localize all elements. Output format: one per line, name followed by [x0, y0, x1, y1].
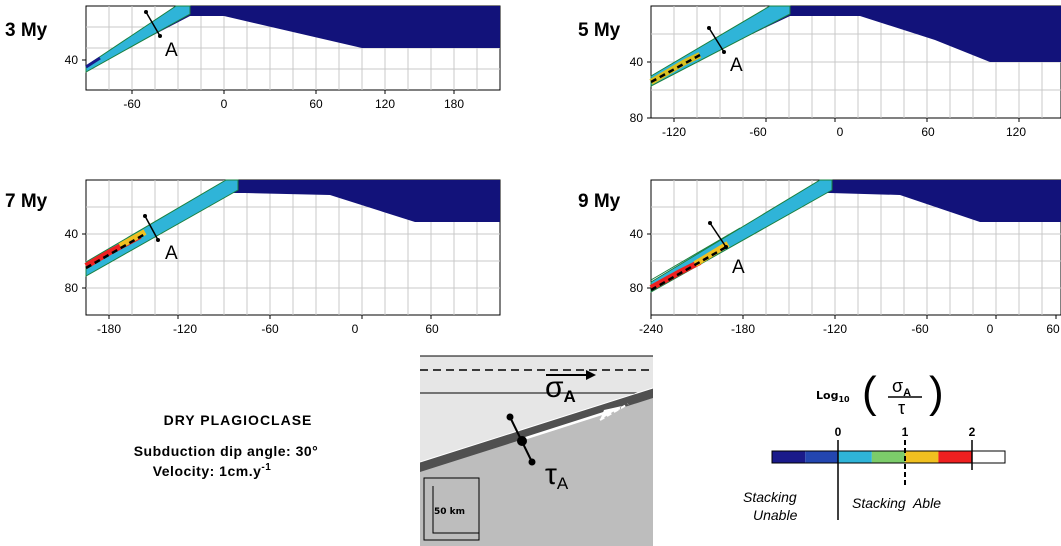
able-label: Stacking Able	[852, 495, 941, 511]
unable-label-2: Unable	[753, 507, 798, 523]
colorbar-swatch	[838, 451, 872, 463]
colorbar-legend: Log10 ( ) σA τ 0 1 2 Stacking Unable Sta…	[743, 368, 1006, 523]
svg-text:A: A	[165, 243, 178, 264]
scale-label: 50 km	[434, 507, 465, 517]
svg-text:-240: -240	[639, 322, 663, 336]
svg-text:60: 60	[921, 125, 935, 139]
svg-text:A: A	[165, 40, 178, 61]
colorbar-swatch	[905, 451, 939, 463]
svg-text:0: 0	[221, 97, 228, 111]
colorbar-swatch	[805, 451, 839, 463]
caption: DRY PLAGIOCLASE Subduction dip angle: 30…	[134, 412, 319, 479]
svg-text:60: 60	[425, 322, 439, 336]
panel-title: 7 My	[5, 191, 48, 212]
svg-text:0: 0	[987, 322, 994, 336]
marker-a: A	[143, 214, 178, 264]
svg-text:A: A	[732, 257, 745, 278]
colorbar-swatch	[871, 451, 906, 463]
svg-text:-60: -60	[749, 125, 767, 139]
svg-text:-120: -120	[662, 125, 686, 139]
svg-text:60: 60	[309, 97, 323, 111]
svg-text:-180: -180	[97, 322, 121, 336]
panel-title: 3 My	[5, 20, 48, 41]
caption-title: DRY PLAGIOCLASE	[164, 412, 313, 428]
x-ticks: -240 -180 -120 -60 0 60	[639, 315, 1060, 336]
colorbar-swatch	[772, 451, 806, 463]
svg-text:40: 40	[65, 53, 79, 67]
tick-0: 0	[835, 425, 842, 439]
x-ticks: -120 -60 0 60 120	[662, 118, 1026, 139]
unable-label-1: Stacking	[743, 489, 797, 505]
y-ticks: 40 80	[630, 55, 651, 125]
svg-text:-60: -60	[123, 97, 141, 111]
slab-band	[85, 179, 239, 277]
crust-wedge	[651, 180, 1061, 292]
svg-text:0: 0	[352, 322, 359, 336]
stress-schematic: 50 km σA τA	[419, 355, 654, 546]
svg-text:80: 80	[65, 281, 79, 295]
fraction-num: σA	[892, 376, 911, 399]
panel-7my: 7 My A 40 80 -180 -120 -60 0 60	[5, 179, 501, 336]
panel-5my: 5 My A 40 80 -120 -60 0 60 120	[578, 5, 1061, 139]
svg-text:80: 80	[630, 111, 644, 125]
x-ticks: -60 0 60 120 180	[123, 90, 464, 111]
tick-1: 1	[902, 425, 909, 439]
svg-text:120: 120	[1006, 125, 1026, 139]
tau-a-label: τA	[545, 458, 569, 493]
log-label: Log10	[816, 389, 850, 404]
y-ticks: 40	[65, 53, 86, 67]
y-ticks: 40 80	[65, 227, 86, 295]
y-ticks: 40 80	[630, 227, 651, 295]
panel-title: 9 My	[578, 191, 621, 212]
tick-2: 2	[969, 425, 976, 439]
svg-text:40: 40	[630, 55, 644, 69]
svg-text:120: 120	[375, 97, 395, 111]
svg-text:-120: -120	[823, 322, 847, 336]
colorbar-swatch	[971, 451, 1005, 463]
fraction-den: τ	[898, 398, 905, 418]
panel-9my: 9 My A 40 80 -240 -180 -120 -60 0	[578, 179, 1061, 336]
panel-title: 5 My	[578, 20, 621, 41]
marker-a: A	[144, 10, 178, 61]
svg-text:-180: -180	[731, 322, 755, 336]
paren-open: (	[862, 368, 877, 417]
colorbar-swatch	[938, 451, 972, 463]
svg-text:-60: -60	[911, 322, 929, 336]
panel-3my: 3 My A 40 -60 0 60 120 180	[5, 5, 501, 111]
crust-wedge	[86, 6, 500, 70]
slab-band	[85, 5, 191, 73]
colorbar-swatches	[772, 451, 1005, 463]
caption-velocity: Velocity: 1cm.y-1	[153, 462, 272, 479]
svg-text:40: 40	[65, 227, 79, 241]
paren-close: )	[929, 368, 944, 417]
caption-dip: Subduction dip angle: 30°	[134, 443, 319, 459]
fault-zone	[420, 388, 653, 472]
marker-a: A	[708, 221, 745, 278]
svg-text:0: 0	[837, 125, 844, 139]
lower-plate	[420, 398, 653, 546]
x-ticks: -180 -120 -60 0 60	[97, 315, 439, 336]
svg-text:-60: -60	[261, 322, 279, 336]
svg-text:60: 60	[1046, 322, 1060, 336]
marker-a: A	[707, 26, 743, 76]
svg-text:40: 40	[630, 227, 644, 241]
sigma-a-label: σA	[545, 371, 576, 406]
svg-text:A: A	[730, 55, 743, 76]
svg-text:180: 180	[444, 97, 464, 111]
svg-text:-120: -120	[173, 322, 197, 336]
svg-text:80: 80	[630, 281, 644, 295]
